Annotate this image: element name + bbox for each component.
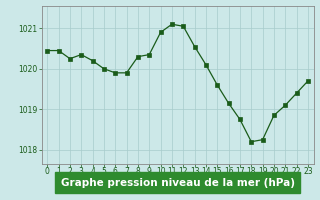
X-axis label: Graphe pression niveau de la mer (hPa): Graphe pression niveau de la mer (hPa) xyxy=(60,178,295,188)
